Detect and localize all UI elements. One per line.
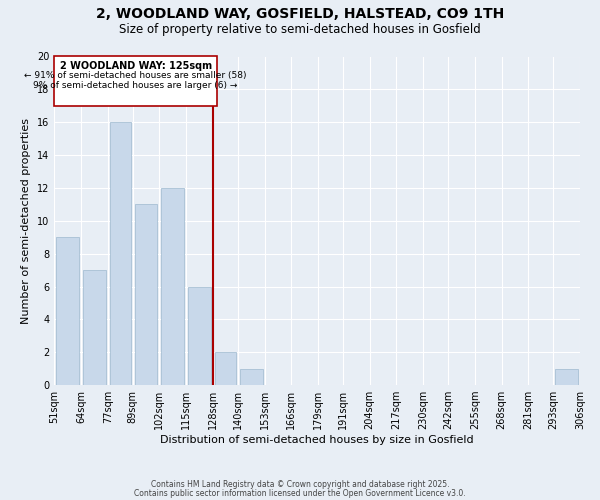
Text: Contains HM Land Registry data © Crown copyright and database right 2025.: Contains HM Land Registry data © Crown c… bbox=[151, 480, 449, 489]
Bar bbox=[56, 237, 79, 385]
Text: 2 WOODLAND WAY: 125sqm: 2 WOODLAND WAY: 125sqm bbox=[59, 62, 212, 72]
Bar bbox=[161, 188, 184, 385]
Text: Contains public sector information licensed under the Open Government Licence v3: Contains public sector information licen… bbox=[134, 488, 466, 498]
Text: 9% of semi-detached houses are larger (6) →: 9% of semi-detached houses are larger (6… bbox=[34, 81, 238, 90]
Text: Size of property relative to semi-detached houses in Gosfield: Size of property relative to semi-detach… bbox=[119, 22, 481, 36]
Bar bbox=[134, 204, 157, 385]
Bar bbox=[215, 352, 236, 385]
X-axis label: Distribution of semi-detached houses by size in Gosfield: Distribution of semi-detached houses by … bbox=[160, 435, 474, 445]
Text: 2, WOODLAND WAY, GOSFIELD, HALSTEAD, CO9 1TH: 2, WOODLAND WAY, GOSFIELD, HALSTEAD, CO9… bbox=[96, 8, 504, 22]
Text: ← 91% of semi-detached houses are smaller (58): ← 91% of semi-detached houses are smalle… bbox=[25, 72, 247, 80]
Bar bbox=[240, 368, 263, 385]
Bar bbox=[83, 270, 106, 385]
Bar bbox=[110, 122, 131, 385]
Y-axis label: Number of semi-detached properties: Number of semi-detached properties bbox=[22, 118, 31, 324]
Bar bbox=[188, 286, 211, 385]
Bar bbox=[555, 368, 578, 385]
FancyBboxPatch shape bbox=[54, 56, 217, 106]
